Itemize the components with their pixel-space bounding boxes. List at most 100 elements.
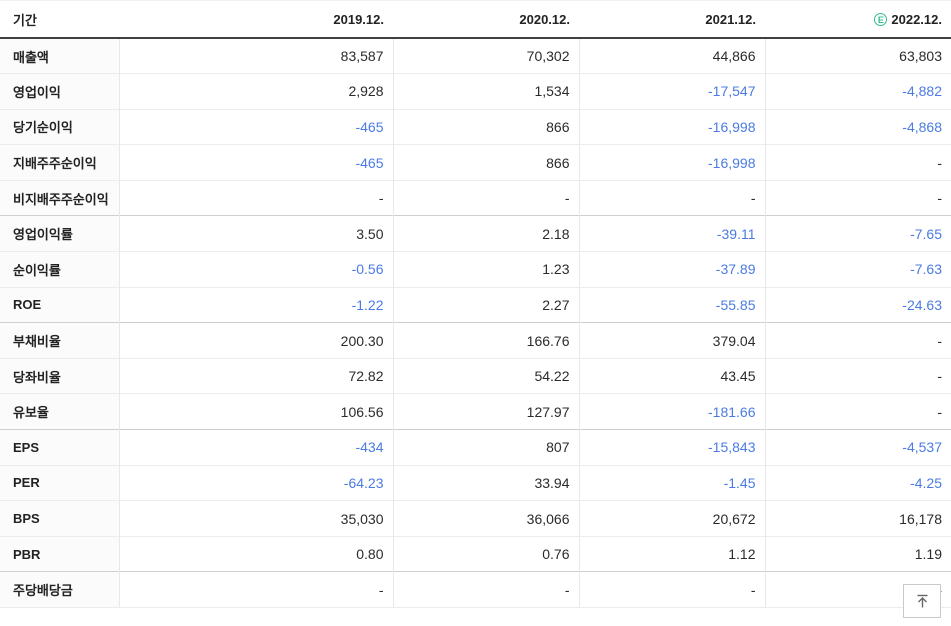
cell-value: -465	[118, 108, 393, 145]
row-label: 순이익률	[0, 251, 119, 288]
cell-value: -16,998	[578, 144, 765, 181]
row-label: BPS	[0, 500, 119, 537]
cell-value: -	[764, 144, 951, 181]
cell-value: 127.97	[392, 393, 579, 430]
table-row: EPS -434 807 -15,843 -4,537	[0, 429, 951, 466]
row-label: PER	[0, 464, 119, 501]
cell-value: -	[392, 179, 579, 216]
cell-value: 54.22	[392, 357, 579, 394]
cell-value: 807	[392, 429, 579, 466]
cell-value: -465	[118, 144, 393, 181]
column-header-label: 2022.12.	[891, 11, 942, 27]
table-row: 당기순이익 -465 866 -16,998 -4,868	[0, 108, 951, 145]
cell-value: 866	[392, 108, 579, 145]
cell-value: 43.45	[578, 357, 765, 394]
column-header-2019: 2019.12.	[119, 1, 393, 39]
row-label: ROE	[0, 286, 119, 323]
cell-value: 63,803	[764, 38, 951, 74]
row-label: EPS	[0, 429, 119, 466]
cell-value: 0.76	[392, 535, 579, 572]
cell-value: -	[118, 571, 393, 608]
cell-value: 2,928	[118, 73, 393, 110]
cell-value: 1,534	[392, 73, 579, 110]
cell-value: -	[764, 179, 951, 216]
cell-value: -4,537	[764, 429, 951, 466]
cell-value: -	[118, 179, 393, 216]
cell-value: -37.89	[578, 251, 765, 288]
cell-value: -4,868	[764, 108, 951, 145]
row-label: 당기순이익	[0, 108, 119, 145]
cell-value: 36,066	[392, 500, 579, 537]
cell-value: 200.30	[118, 322, 393, 359]
row-label: 매출액	[0, 38, 119, 74]
cell-value: -4,882	[764, 73, 951, 110]
cell-value: -7.65	[764, 215, 951, 252]
cell-value: 866	[392, 144, 579, 181]
table-row: 매출액 83,587 70,302 44,866 63,803	[0, 38, 951, 74]
cell-value: 1.12	[578, 535, 765, 572]
table-row: 주당배당금----	[0, 571, 951, 608]
row-label: 지배주주순이익	[0, 144, 119, 181]
column-header-2021: 2021.12.	[579, 1, 765, 39]
cell-value: 166.76	[392, 322, 579, 359]
table-header: 기간 2019.12. 2020.12. 2021.12. E 2022.12.	[0, 1, 951, 39]
table-row: 영업이익률 3.50 2.18 -39.11 -7.65	[0, 215, 951, 252]
financial-table: 기간 2019.12. 2020.12. 2021.12. E 2022.12. …	[0, 1, 951, 608]
cell-value: -	[392, 571, 579, 608]
scroll-to-top-button[interactable]	[903, 584, 941, 618]
cell-value: -0.56	[118, 251, 393, 288]
row-label: 주당배당금	[0, 571, 119, 608]
row-label: PBR	[0, 535, 119, 572]
period-header: 기간	[0, 1, 119, 39]
cell-value: -17,547	[578, 73, 765, 110]
table-row: 지배주주순이익 -465 866 -16,998-	[0, 144, 951, 181]
cell-value: -434	[118, 429, 393, 466]
cell-value: 0.80	[118, 535, 393, 572]
column-header-2022-estimate: E 2022.12.	[765, 1, 951, 39]
cell-value: -4.25	[764, 464, 951, 501]
table-row: 유보율 106.56 127.97 -181.66-	[0, 393, 951, 430]
cell-value: 20,672	[578, 500, 765, 537]
cell-value: 70,302	[392, 38, 579, 74]
cell-value: -	[578, 571, 765, 608]
cell-value: 379.04	[578, 322, 765, 359]
cell-value: -15,843	[578, 429, 765, 466]
cell-value: -181.66	[578, 393, 765, 430]
cell-value: 2.18	[392, 215, 579, 252]
cell-value: 72.82	[118, 357, 393, 394]
table-row: 영업이익 2,928 1,534 -17,547 -4,882	[0, 73, 951, 110]
cell-value: -	[764, 357, 951, 394]
header-row: 기간 2019.12. 2020.12. 2021.12. E 2022.12.	[0, 1, 951, 39]
row-label: 영업이익	[0, 73, 119, 110]
cell-value: -1.22	[118, 286, 393, 323]
cell-value: -	[764, 393, 951, 430]
table-body: 매출액 83,587 70,302 44,866 63,803 영업이익 2,928 1,53…	[0, 38, 951, 608]
cell-value: -7.63	[764, 251, 951, 288]
table-row: ROE -1.22 2.27 -55.85 -24.63	[0, 286, 951, 323]
table-row: 부채비율 200.30 166.76 379.04-	[0, 322, 951, 359]
cell-value: 1.19	[764, 535, 951, 572]
cell-value: 16,178	[764, 500, 951, 537]
arrow-up-to-top-icon	[915, 594, 930, 609]
cell-value: 33.94	[392, 464, 579, 501]
cell-value: 35,030	[118, 500, 393, 537]
cell-value: -	[764, 322, 951, 359]
cell-value: 2.27	[392, 286, 579, 323]
column-header-2020: 2020.12.	[393, 1, 579, 39]
table-row: PBR 0.80 0.76 1.12 1.19	[0, 535, 951, 572]
row-label: 부채비율	[0, 322, 119, 359]
row-label: 유보율	[0, 393, 119, 430]
cell-value: 1.23	[392, 251, 579, 288]
estimate-icon: E	[874, 12, 888, 26]
cell-value: 44,866	[578, 38, 765, 74]
table-row: 순이익률 -0.56 1.23 -37.89 -7.63	[0, 251, 951, 288]
row-label: 영업이익률	[0, 215, 119, 252]
cell-value: -24.63	[764, 286, 951, 323]
table-row: 당좌비율 72.82 54.22 43.45-	[0, 357, 951, 394]
cell-value: -39.11	[578, 215, 765, 252]
table-row: BPS 35,030 36,066 20,672 16,178	[0, 500, 951, 537]
cell-value: 3.50	[118, 215, 393, 252]
row-label: 비지배주주순이익	[0, 179, 119, 216]
table-row: 비지배주주순이익 - - - -	[0, 179, 951, 216]
